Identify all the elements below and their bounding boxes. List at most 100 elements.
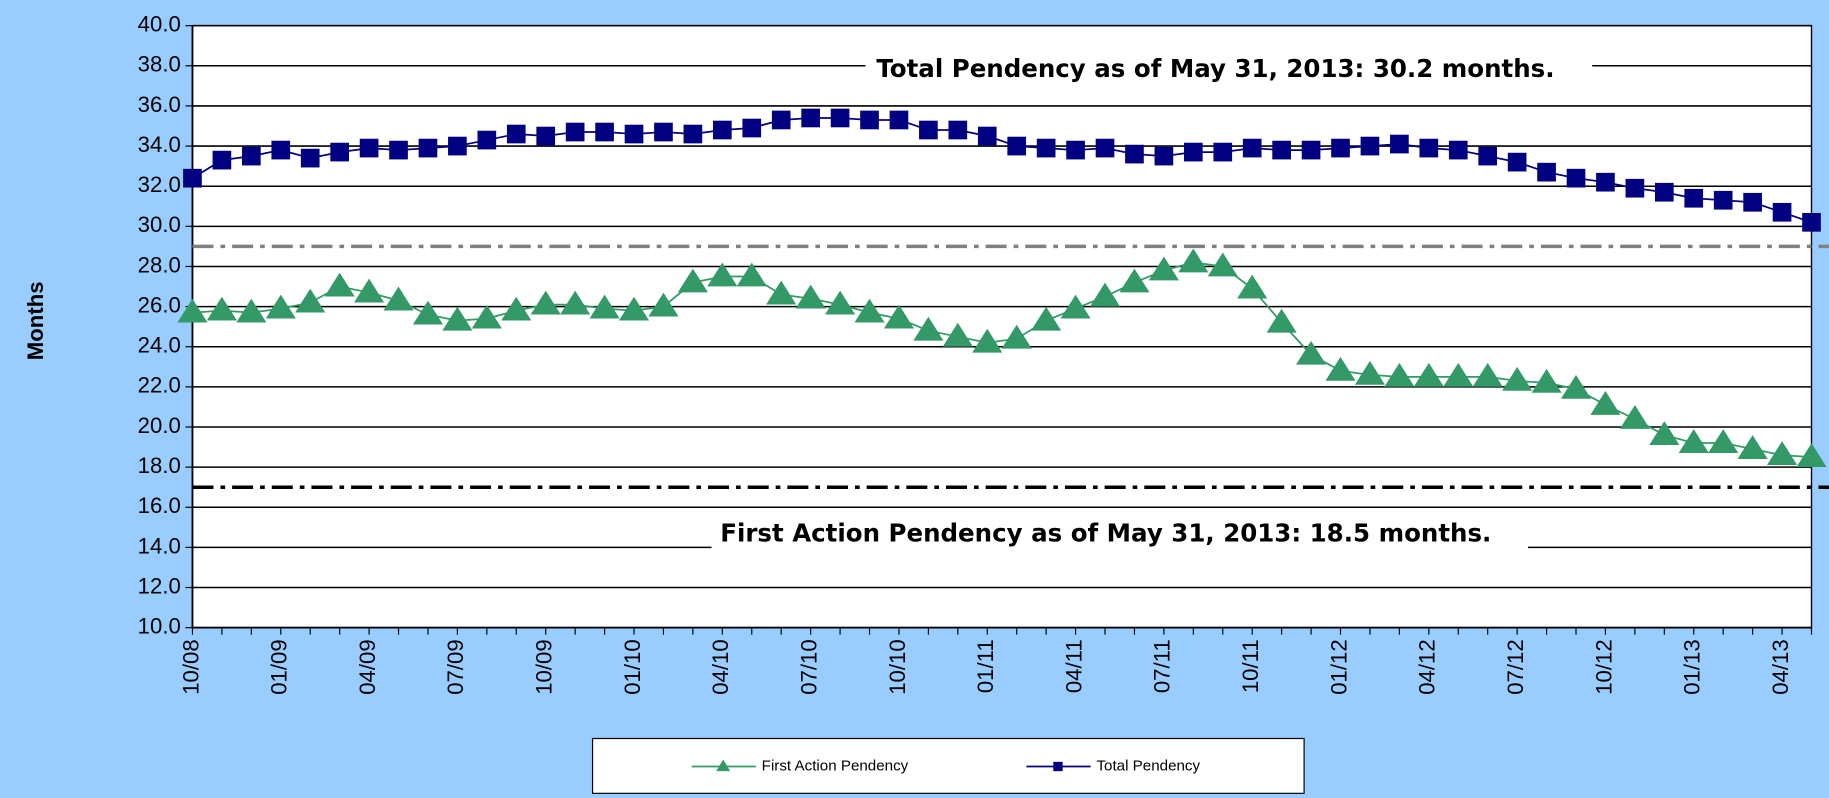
annotation: First Action Pendency as of May 31, 2013… [720, 518, 1491, 547]
y-tick-label: 34.0 [138, 132, 181, 157]
marker [389, 140, 408, 160]
marker [1154, 146, 1174, 166]
marker [683, 124, 703, 144]
x-tick-label: 01/12 [1326, 639, 1351, 694]
x-tick-label: 04/09 [355, 639, 380, 694]
marker [854, 298, 885, 323]
marker [1325, 356, 1356, 381]
annotation-bg [711, 511, 1529, 558]
marker [825, 290, 856, 315]
y-tick-label: 26.0 [138, 292, 181, 317]
marker [1678, 429, 1709, 453]
y-tick-label: 32.0 [138, 172, 181, 197]
marker [707, 262, 738, 287]
marker [677, 268, 708, 293]
x-tick-label: 01/11 [973, 639, 998, 693]
marker [1272, 140, 1291, 160]
marker [1183, 142, 1203, 162]
marker [713, 120, 732, 140]
marker [648, 292, 679, 317]
marker [1443, 362, 1474, 387]
marker [1796, 443, 1827, 468]
marker [1649, 421, 1680, 445]
marker [354, 278, 385, 303]
marker [1266, 308, 1297, 333]
legend-marker [716, 759, 731, 772]
annotation: Total Pendency as of May 31, 2013: 30.2 … [876, 54, 1554, 83]
marker [1737, 435, 1768, 459]
marker [1619, 405, 1650, 429]
marker [471, 304, 502, 329]
y-tick-label: 38.0 [138, 52, 181, 77]
marker [1802, 212, 1821, 232]
marker [1448, 140, 1468, 160]
y-tick-label: 24.0 [138, 333, 181, 358]
marker [1207, 252, 1238, 277]
marker [1772, 202, 1792, 222]
marker [1001, 324, 1032, 349]
x-tick-label: 10/12 [1591, 639, 1616, 694]
marker [919, 120, 938, 140]
marker [418, 138, 438, 158]
x-tick-label: 07/11 [1150, 639, 1175, 693]
marker [1708, 429, 1739, 453]
x-tick-label: 07/12 [1503, 639, 1528, 694]
marker [1036, 138, 1056, 158]
y-tick-label: 36.0 [138, 92, 181, 117]
marker [1301, 140, 1321, 160]
marker [501, 296, 532, 321]
x-tick-label: 07/09 [443, 639, 468, 694]
marker [1148, 256, 1179, 281]
y-tick-label: 10.0 [138, 614, 181, 639]
y-tick-label: 30.0 [138, 212, 181, 237]
marker [1507, 152, 1527, 172]
marker [948, 120, 968, 140]
marker [359, 138, 379, 158]
marker [1560, 374, 1592, 399]
marker [1531, 368, 1562, 393]
marker [1007, 136, 1027, 156]
y-tick-label: 18.0 [138, 453, 181, 478]
marker [1125, 144, 1144, 164]
marker [1242, 138, 1262, 158]
marker [300, 148, 320, 168]
marker [883, 304, 915, 329]
x-tick-label: 04/10 [708, 639, 733, 694]
marker [1713, 190, 1733, 210]
x-tick-label: 01/10 [620, 639, 645, 694]
marker [565, 122, 585, 142]
y-tick-label: 16.0 [138, 493, 181, 518]
marker [589, 294, 620, 319]
marker [618, 296, 650, 321]
marker [383, 286, 414, 311]
legend-label: Total Pendency [1096, 757, 1200, 774]
marker [330, 142, 349, 162]
marker [1654, 182, 1674, 202]
marker [177, 298, 208, 323]
legend-marker [1053, 761, 1063, 772]
marker [1354, 360, 1386, 385]
marker [1684, 188, 1704, 208]
marker [1625, 178, 1645, 198]
marker [1089, 282, 1121, 307]
marker [860, 110, 879, 130]
marker [242, 146, 261, 166]
marker [913, 316, 944, 341]
x-tick-label: 01/09 [267, 639, 292, 694]
marker [324, 272, 355, 297]
marker [742, 118, 762, 138]
x-tick-label: 04/13 [1768, 639, 1793, 694]
marker [889, 110, 909, 130]
marker [977, 126, 997, 146]
marker [265, 294, 296, 319]
marker [530, 290, 561, 315]
marker [206, 296, 237, 321]
marker [795, 284, 826, 309]
marker [1767, 441, 1798, 466]
marker [801, 108, 820, 128]
marker [183, 168, 202, 188]
x-tick-label: 04/11 [1061, 639, 1086, 693]
x-tick-label: 01/13 [1680, 639, 1705, 694]
marker [1296, 340, 1327, 365]
